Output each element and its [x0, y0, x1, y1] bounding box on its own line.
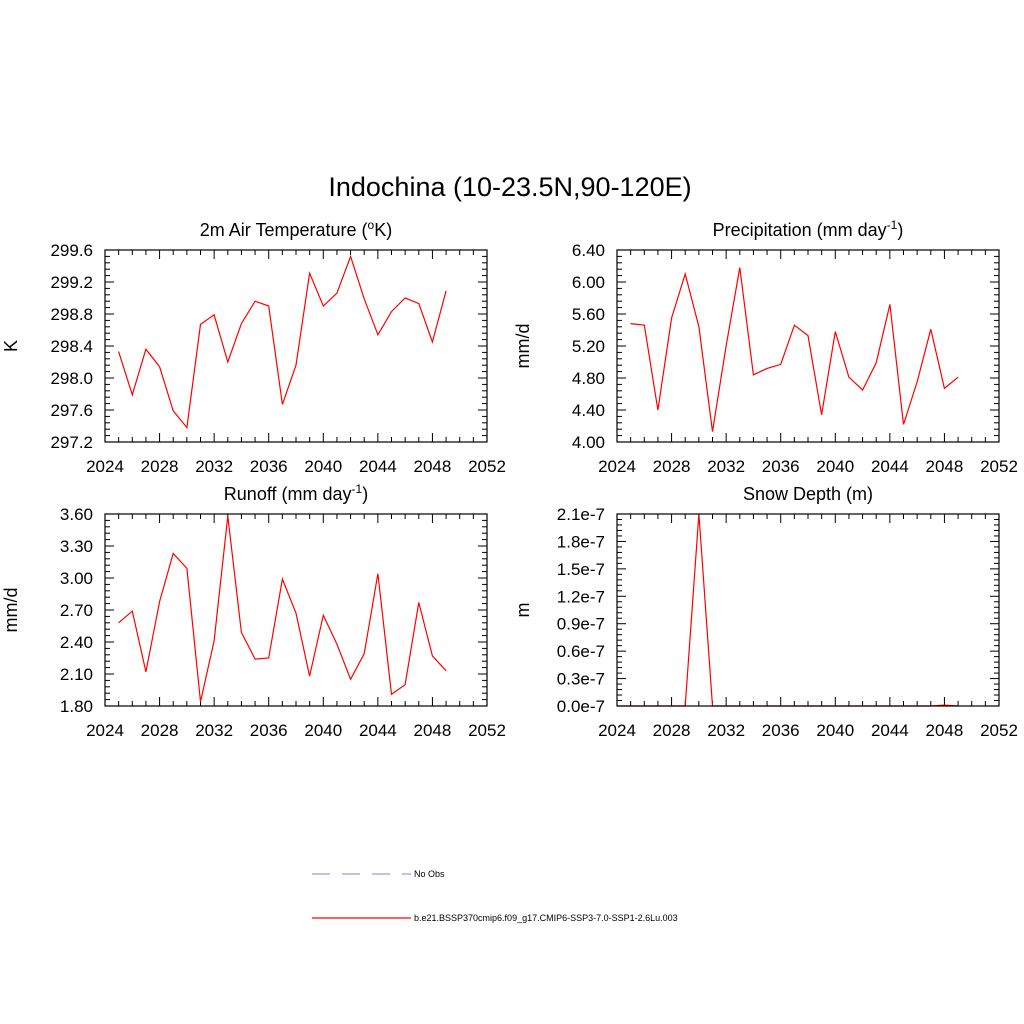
y-axis-label: mm/d [1, 588, 21, 633]
x-tick-label: 2044 [359, 457, 397, 476]
y-axis-label: K [1, 340, 21, 352]
panel-title: 2m Air Temperature (oK) [200, 218, 392, 240]
y-tick-label: 1.8e-7 [557, 532, 605, 551]
x-tick-label: 2052 [980, 721, 1018, 740]
y-axis-label: mm/d [513, 324, 533, 369]
x-tick-label: 2040 [304, 721, 342, 740]
y-tick-label: 6.40 [572, 241, 605, 260]
panels: 2m Air Temperature (oK) K 2024 2028 2032 2036… [1, 218, 1018, 740]
y-tick-label: 4.80 [572, 369, 605, 388]
x-tick-label: 2032 [707, 457, 745, 476]
x-tick-label: 2024 [86, 457, 124, 476]
panel-title: Snow Depth (m) [743, 484, 873, 504]
series-line [630, 267, 959, 432]
y-tick-label: 5.20 [572, 337, 605, 356]
x-tick-label: 2044 [871, 721, 909, 740]
series-line [617, 513, 959, 707]
y-tick-label: 299.2 [50, 273, 93, 292]
series-line [118, 516, 447, 702]
y-tick-label: 0.6e-7 [557, 642, 605, 661]
x-tick-label: 2028 [653, 721, 691, 740]
y-tick-label: 4.00 [572, 433, 605, 452]
x-tick-label: 2024 [598, 721, 636, 740]
y-tick-label: 0.3e-7 [557, 670, 605, 689]
y-tick-label: 4.40 [572, 401, 605, 420]
y-tick-label: 2.10 [60, 665, 93, 684]
x-tick-label: 2024 [598, 457, 636, 476]
x-tick-label: 2052 [468, 721, 506, 740]
x-tick-label: 2024 [86, 721, 124, 740]
legend: No Obs b.e21.BSSP370cmip6.f09_g17.CMIP6-S… [312, 869, 678, 923]
x-tick-label: 2036 [762, 721, 800, 740]
x-tick-label: 2048 [414, 457, 452, 476]
y-tick-label: 297.6 [50, 401, 93, 420]
y-tick-label: 3.30 [60, 537, 93, 556]
y-tick-label: 298.8 [50, 305, 93, 324]
y-tick-label: 1.2e-7 [557, 587, 605, 606]
y-tick-label: 3.00 [60, 569, 93, 588]
y-axis-label: m [513, 603, 533, 618]
panel-snow-depth: Snow Depth (m) m 2024 2028 2032 2036 2040 2044 2… [513, 484, 1018, 740]
figure-title: Indochina (10-23.5N,90-120E) [328, 172, 691, 202]
x-tick-label: 2036 [250, 457, 288, 476]
plot-frame [104, 249, 488, 443]
x-tick-label: 2044 [871, 457, 909, 476]
plot-frame [616, 513, 1000, 707]
y-tick-label: 0.0e-7 [557, 697, 605, 716]
panel-temperature: 2m Air Temperature (oK) K 2024 2028 2032 2036… [1, 218, 506, 476]
panel-runoff: Runoff (mm day-1) mm/d 2024 2028 2032 2036 204… [1, 482, 506, 740]
x-tick-label: 2048 [926, 457, 964, 476]
x-tick-label: 2040 [816, 457, 854, 476]
y-tick-label: 298.4 [50, 337, 93, 356]
x-tick-label: 2048 [414, 721, 452, 740]
x-tick-label: 2032 [195, 721, 233, 740]
x-tick-label: 2044 [359, 721, 397, 740]
y-tick-label: 3.60 [60, 505, 93, 524]
panel-title: Runoff (mm day-1) [224, 482, 368, 504]
x-tick-label: 2028 [141, 457, 179, 476]
y-tick-label: 298.0 [50, 369, 93, 388]
y-tick-label: 5.60 [572, 305, 605, 324]
legend-label: No Obs [414, 869, 445, 879]
panel-precipitation: Precipitation (mm day-1) mm/d 2024 2028 2032… [513, 218, 1018, 476]
x-tick-label: 2052 [980, 457, 1018, 476]
x-tick-label: 2052 [468, 457, 506, 476]
x-tick-label: 2032 [707, 721, 745, 740]
legend-label: b.e21.BSSP370cmip6.f09_g17.CMIP6-SSP3-7.… [414, 913, 678, 923]
x-tick-label: 2028 [653, 457, 691, 476]
y-tick-label: 1.5e-7 [557, 560, 605, 579]
y-tick-label: 2.1e-7 [557, 505, 605, 524]
y-tick-label: 1.80 [60, 697, 93, 716]
y-tick-label: 6.00 [572, 273, 605, 292]
panel-title: Precipitation (mm day-1) [713, 218, 904, 240]
y-tick-label: 297.2 [50, 433, 93, 452]
series-line [118, 254, 447, 430]
y-tick-label: 2.40 [60, 633, 93, 652]
x-tick-label: 2032 [195, 457, 233, 476]
x-tick-label: 2040 [816, 721, 854, 740]
plot-frame [104, 513, 488, 707]
x-tick-label: 2028 [141, 721, 179, 740]
y-tick-label: 0.9e-7 [557, 615, 605, 634]
y-tick-label: 299.6 [50, 241, 93, 260]
x-tick-label: 2036 [762, 457, 800, 476]
y-tick-label: 2.70 [60, 601, 93, 620]
x-tick-label: 2036 [250, 721, 288, 740]
x-tick-label: 2048 [926, 721, 964, 740]
plot-frame [616, 249, 1000, 443]
x-tick-label: 2040 [304, 457, 342, 476]
